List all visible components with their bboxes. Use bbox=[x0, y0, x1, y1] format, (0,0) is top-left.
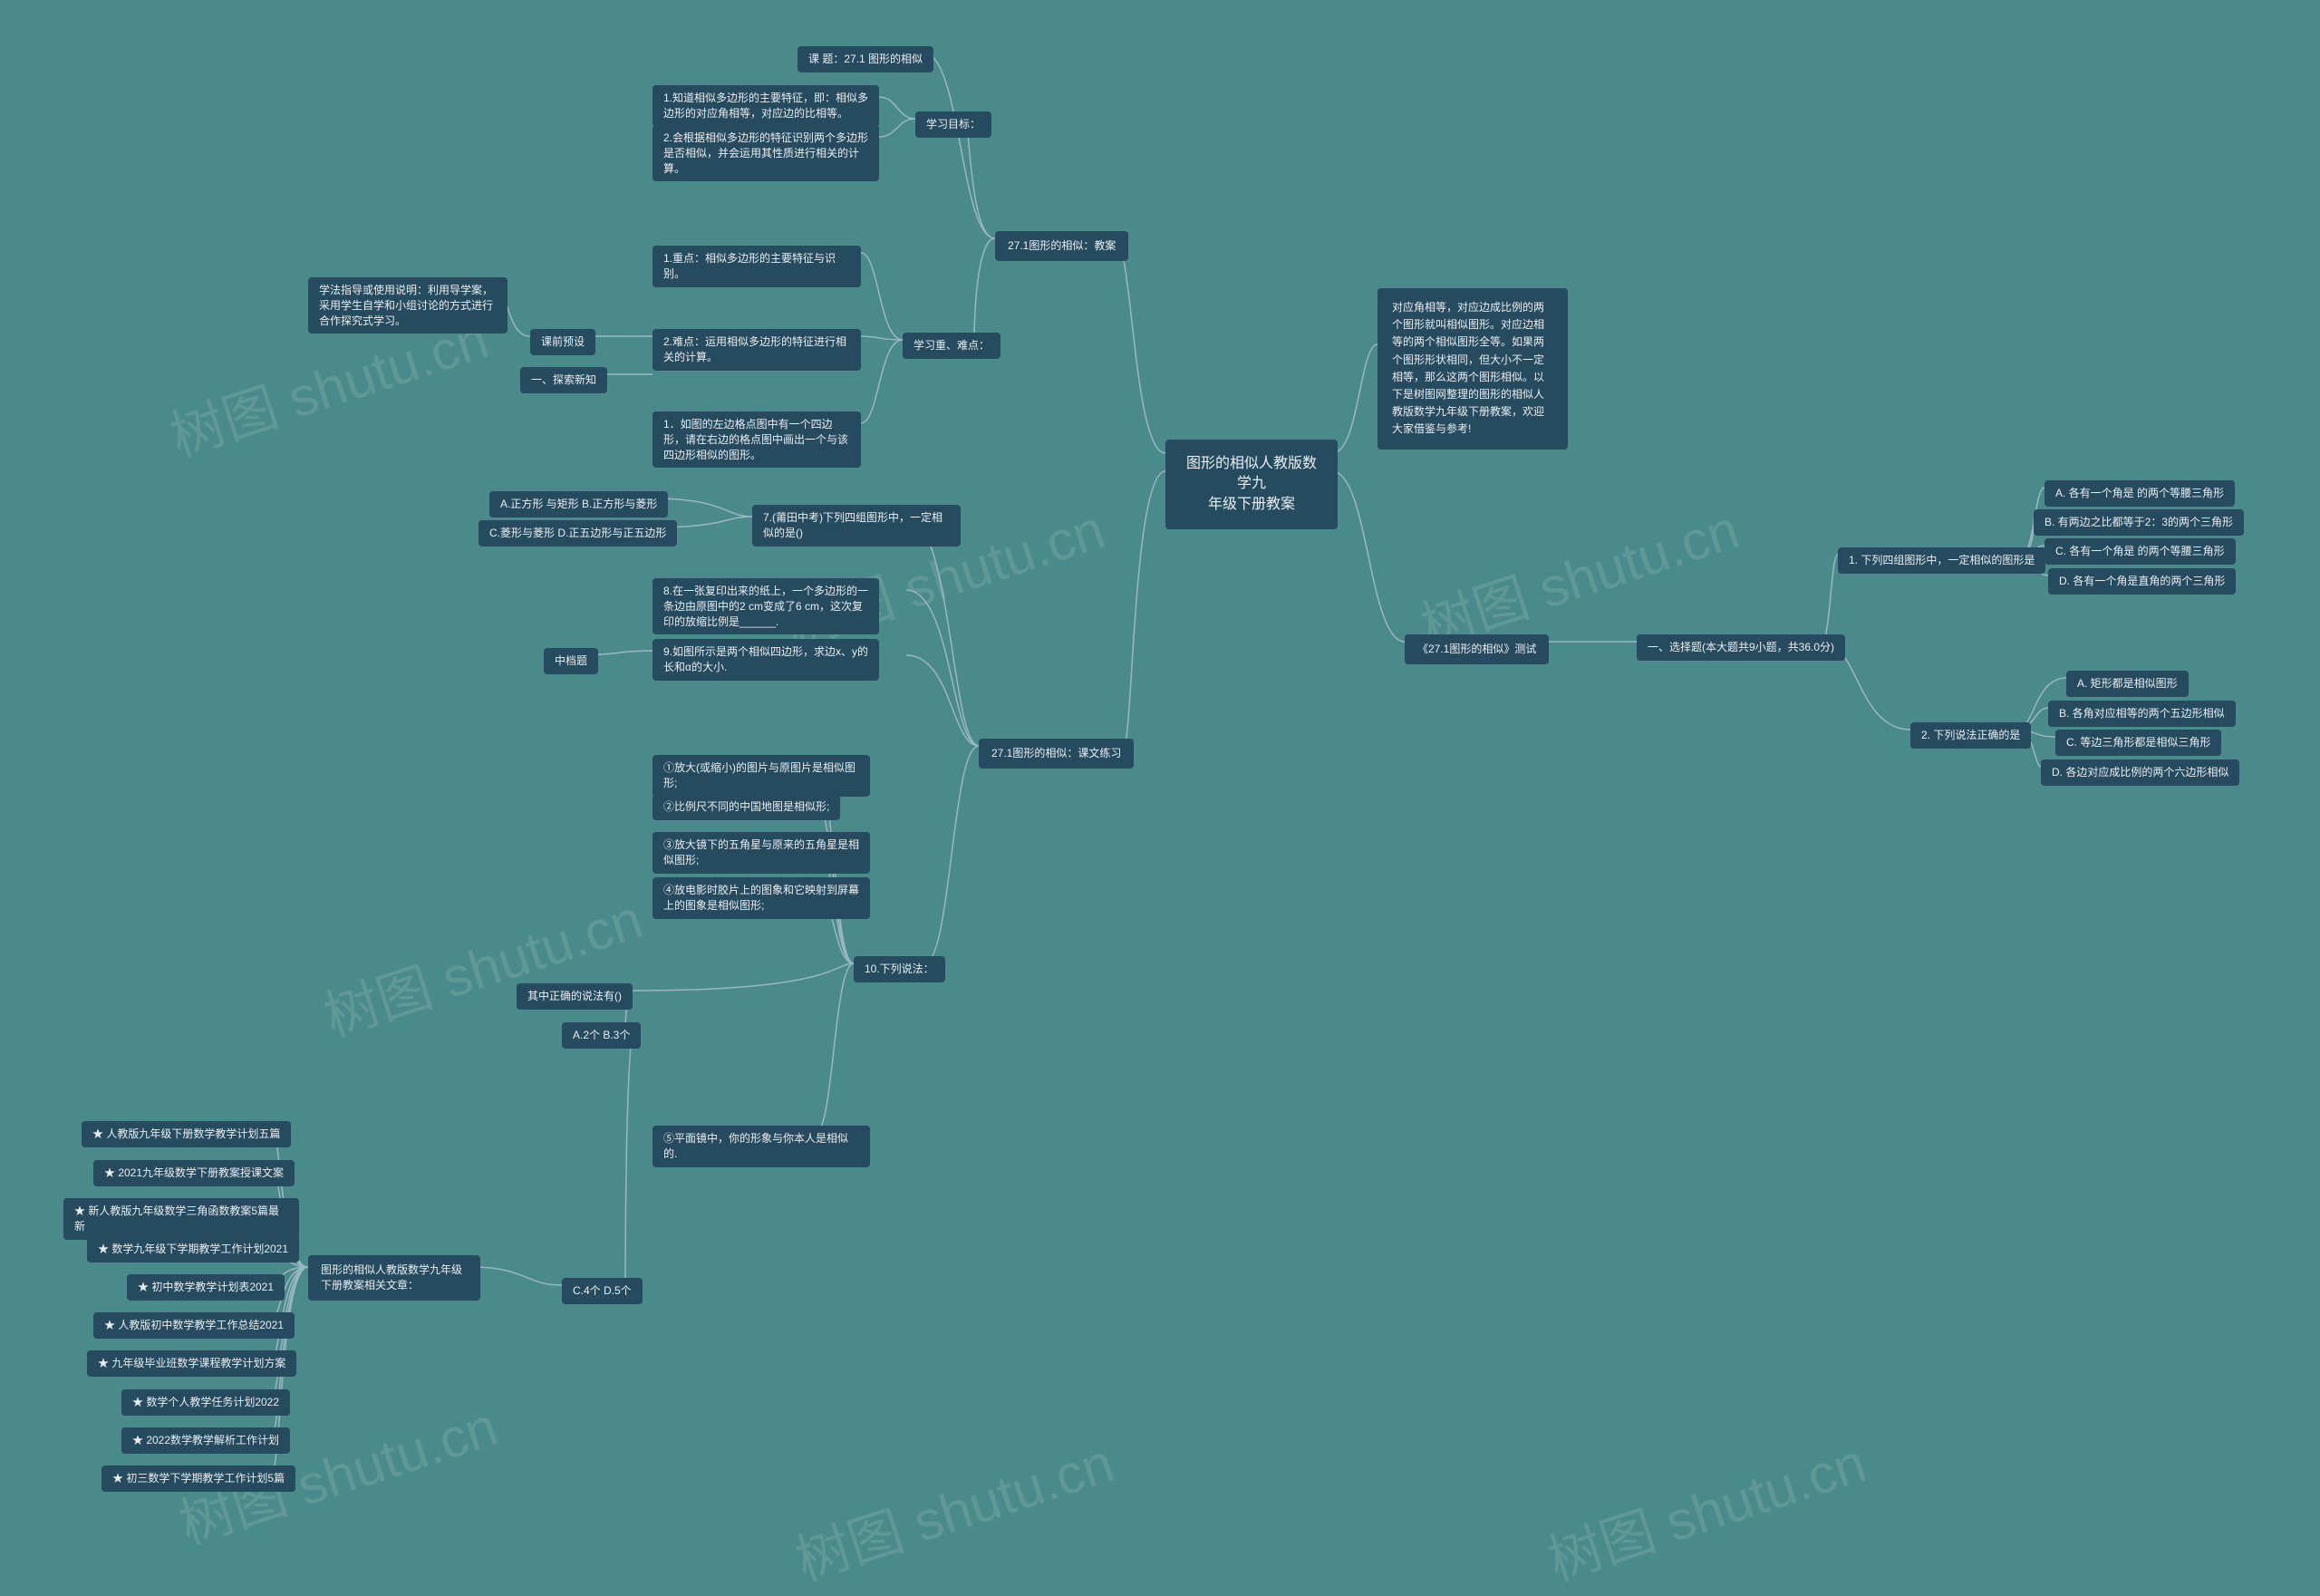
branch-jiaoan[interactable]: 27.1图形的相似：教案 bbox=[995, 231, 1128, 261]
q8-node: 8.在一张复印出来的纸上，一个多边形的一条边由原图中的2 cm变成了6 cm，这… bbox=[652, 578, 879, 634]
q10-item: A.2个 B.3个 bbox=[562, 1022, 641, 1049]
connector-lines bbox=[0, 0, 2320, 1580]
related-link[interactable]: ★ 九年级毕业班数学课程教学计划方案 bbox=[87, 1350, 296, 1377]
q10-item: 其中正确的说法有() bbox=[517, 983, 633, 1010]
branch-lianxi[interactable]: 27.1图形的相似：课文练习 bbox=[979, 739, 1134, 769]
topic-node: 课 题：27.1 图形的相似 bbox=[798, 46, 933, 73]
q2-node: 2. 下列说法正确的是 bbox=[1910, 722, 2031, 749]
q1-item: D. 各有一个角是直角的两个三角形 bbox=[2048, 568, 2236, 595]
q9-node: 9.如图所示是两个相似四边形，求边x、y的长和α的大小. bbox=[652, 639, 879, 681]
related-link[interactable]: ★ 人教版九年级下册数学教学计划五篇 bbox=[82, 1121, 291, 1147]
zd-left: 课前预设 bbox=[530, 329, 595, 355]
q10-item: ①放大(或缩小)的图片与原图片是相似图形; bbox=[652, 755, 870, 797]
section-node: 一、选择题(本大题共9小题，共36.0分) bbox=[1637, 634, 1845, 661]
related-link[interactable]: ★ 新人教版九年级数学三角函数教案5篇最新 bbox=[63, 1198, 299, 1240]
related-link[interactable]: ★ 初三数学下学期教学工作计划5篇 bbox=[102, 1465, 295, 1492]
zd-node: 学习重、难点： bbox=[903, 333, 1000, 359]
zd-left: 一、探索新知 bbox=[520, 367, 607, 393]
intro-node: 对应角相等，对应边成比例的两个图形就叫相似图形。对应边相等的两个相似图形全等。如… bbox=[1378, 288, 1568, 450]
zd-item: 1.重点：相似多边形的主要特征与识别。 bbox=[652, 246, 861, 287]
q10-item: C.4个 D.5个 bbox=[562, 1278, 643, 1304]
mid-node: 中档题 bbox=[544, 648, 598, 674]
q7-node: 7.(莆田中考)下列四组图形中，一定相似的是() bbox=[752, 505, 961, 547]
q2-item: D. 各边对应成比例的两个六边形相似 bbox=[2041, 759, 2239, 786]
zd-left: 学法指导或使用说明：利用导学案，采用学生自学和小组讨论的方式进行合作探究式学习。 bbox=[308, 277, 508, 334]
goals-node: 学习目标： bbox=[915, 111, 991, 138]
goals-item: 2.会根据相似多边形的特征识别两个多边形是否相似，并会运用其性质进行相关的计算。 bbox=[652, 125, 879, 181]
q2-item: A. 矩形都是相似图形 bbox=[2066, 671, 2189, 697]
q7-item: C.菱形与菱形 D.正五边形与正五边形 bbox=[478, 520, 677, 547]
root-node[interactable]: 图形的相似人教版数学九 年级下册教案 bbox=[1165, 440, 1338, 529]
q1-item: A. 各有一个角是 的两个等腰三角形 bbox=[2044, 480, 2235, 507]
branch-ceshi[interactable]: 《27.1图形的相似》测试 bbox=[1405, 634, 1549, 664]
q1-node: 1. 下列四组图形中，一定相似的图形是 bbox=[1838, 547, 2045, 574]
q1-item: B. 有两边之比都等于2：3的两个三角形 bbox=[2034, 509, 2244, 536]
related-link[interactable]: ★ 2022数学教学解析工作计划 bbox=[121, 1427, 290, 1454]
watermark: 树图 shutu.cn bbox=[784, 1419, 1122, 1596]
zd-item: 2.难点：运用相似多边形的特征进行相关的计算。 bbox=[652, 329, 861, 371]
related-link[interactable]: ★ 数学个人教学任务计划2022 bbox=[121, 1389, 290, 1416]
q10-node: 10.下列说法： bbox=[854, 956, 945, 982]
related-link[interactable]: ★ 人教版初中数学教学工作总结2021 bbox=[93, 1312, 295, 1339]
q7-item: A.正方形 与矩形 B.正方形与菱形 bbox=[489, 491, 668, 517]
branch-related[interactable]: 图形的相似人教版数学九年级下册教案相关文章： bbox=[308, 1255, 480, 1301]
goals-item: 1.知道相似多边形的主要特征，即：相似多边形的对应角相等，对应边的比相等。 bbox=[652, 85, 879, 127]
related-link[interactable]: ★ 初中数学教学计划表2021 bbox=[127, 1274, 285, 1301]
q2-item: B. 各角对应相等的两个五边形相似 bbox=[2048, 701, 2236, 727]
related-link[interactable]: ★ 2021九年级数学下册教案授课文案 bbox=[93, 1160, 295, 1186]
q10-item: ②比例尺不同的中国地图是相似形; bbox=[652, 794, 840, 820]
q10-item: ③放大镜下的五角星与原来的五角星是相似图形; bbox=[652, 832, 870, 874]
q10-item: ⑤平面镜中，你的形象与你本人是相似的. bbox=[652, 1126, 870, 1167]
q1-item: C. 各有一个角是 的两个等腰三角形 bbox=[2044, 538, 2236, 565]
related-link[interactable]: ★ 数学九年级下学期教学工作计划2021 bbox=[87, 1236, 299, 1262]
watermark: 树图 shutu.cn bbox=[1536, 1419, 1874, 1596]
q2-item: C. 等边三角形都是相似三角形 bbox=[2055, 730, 2221, 756]
q10-item: ④放电影时胶片上的图象和它映射到屏幕上的图象是相似图形; bbox=[652, 877, 870, 919]
zd-item: 1．如图的左边格点图中有一个四边形，请在右边的格点图中画出一个与该四边形相似的图… bbox=[652, 411, 861, 468]
